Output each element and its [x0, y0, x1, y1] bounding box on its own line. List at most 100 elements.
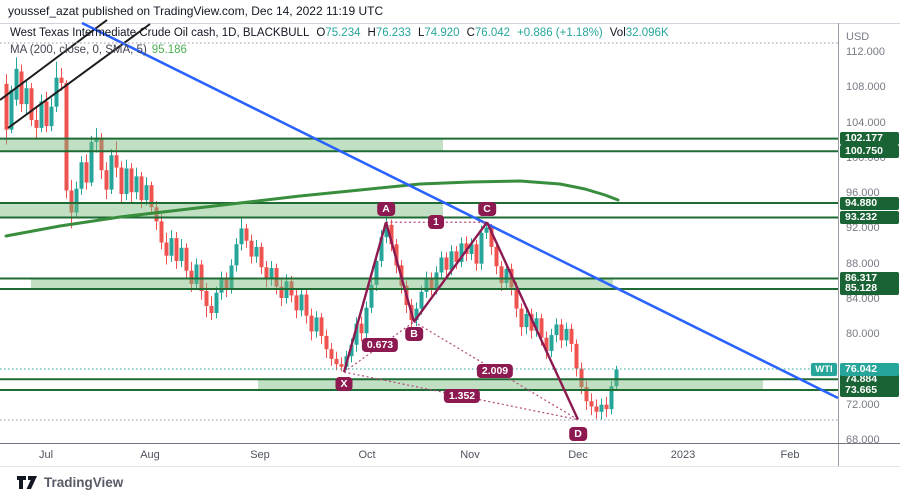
candlestick [499, 266, 504, 284]
zone-price-label: 86.317 [840, 271, 899, 285]
candlestick [379, 237, 384, 262]
pattern-leg[interactable] [384, 221, 416, 323]
candlestick [79, 162, 84, 189]
candlestick [44, 101, 49, 127]
time-axis-tick-Jul[interactable]: Jul [38, 449, 54, 461]
candlestick [554, 324, 559, 336]
candlestick [459, 243, 464, 262]
zone-price-label: 74.884 [840, 372, 899, 386]
ohlc-segment: H76.233 [367, 27, 412, 39]
candlestick [514, 287, 519, 309]
symbol-legend[interactable]: West Texas Intermediate Crude Oil cash, … [10, 27, 669, 39]
candlestick [234, 244, 239, 266]
candlestick [319, 317, 324, 336]
time-axis-tick-2023[interactable]: 2023 [670, 449, 696, 461]
pattern-point-label-D[interactable]: D [569, 426, 587, 441]
candlestick [34, 119, 39, 128]
candlestick [329, 349, 334, 359]
time-axis-tick-Oct[interactable]: Oct [358, 449, 376, 461]
tradingview-logo-icon[interactable] [16, 475, 38, 490]
candlestick [144, 185, 149, 201]
pattern-point-label-B[interactable]: B [405, 326, 423, 341]
candlestick [264, 267, 269, 280]
candlestick [224, 278, 229, 290]
price-axis-currency: USD [846, 31, 870, 43]
candlestick [479, 232, 484, 264]
candlestick [564, 328, 569, 341]
publish-info: youssef_azat published on TradingView.co… [8, 4, 384, 18]
candlestick [239, 228, 244, 245]
candlestick [39, 101, 44, 128]
candlestick [249, 240, 254, 257]
candlestick [94, 137, 99, 143]
zone-price-label: 85.128 [840, 282, 899, 296]
pattern-ratio-label[interactable]: 2.009 [476, 364, 514, 378]
candlestick [454, 251, 459, 262]
candlestick [14, 68, 19, 100]
candlestick [439, 257, 444, 273]
candlestick [414, 308, 419, 321]
candlestick [154, 207, 159, 222]
candlestick [304, 294, 309, 316]
zone-price-label: 94.880 [840, 196, 899, 210]
candlestick [214, 292, 219, 314]
candlestick [244, 228, 249, 241]
candlestick [189, 270, 194, 284]
price-axis-tick: 84.000 [846, 292, 880, 305]
pattern-ratio-label[interactable]: 1 [428, 215, 444, 229]
candlestick [534, 318, 539, 331]
time-axis-tick-Dec[interactable]: Dec [568, 449, 588, 461]
pattern-leg[interactable] [485, 221, 580, 421]
candlestick [104, 170, 109, 190]
pattern-point-label-C[interactable]: C [478, 202, 496, 217]
candlestick [314, 317, 319, 332]
candlestick [229, 265, 234, 290]
blue-downtrend-line[interactable] [81, 21, 839, 400]
candlestick [209, 305, 214, 314]
candlestick [484, 227, 489, 233]
candlestick [99, 137, 104, 171]
black-trendline[interactable] [7, 23, 151, 129]
candlestick [134, 176, 139, 193]
time-axis-border [0, 443, 900, 444]
ohlc-segment: L74.920 [418, 27, 460, 39]
pattern-point-label-X[interactable]: X [335, 377, 353, 392]
pattern-ratio-label[interactable]: 1.352 [443, 389, 481, 403]
price-axis-tick: 88.000 [846, 257, 880, 270]
candlestick [419, 291, 424, 309]
pattern-leg[interactable] [342, 221, 388, 373]
candlestick [169, 238, 174, 256]
zone-price-label: 102.177 [840, 132, 899, 146]
pattern-point-label-A[interactable]: A [377, 202, 395, 217]
ma-200-curve [4, 179, 620, 238]
candlestick [84, 162, 89, 183]
candlestick [89, 142, 94, 183]
candlestick [59, 77, 64, 83]
time-axis-tick-Aug[interactable]: Aug [140, 449, 160, 461]
pattern-ratio-label[interactable]: 0.673 [361, 338, 399, 352]
candlestick [559, 324, 564, 341]
zone-price-label: 93.232 [840, 211, 899, 225]
candlestick [204, 290, 209, 306]
volume-value: Vol32.096K [609, 27, 669, 39]
candlestick [129, 168, 134, 193]
candlestick [354, 323, 359, 345]
candlestick [219, 278, 224, 293]
price-axis-tick: 80.000 [846, 328, 880, 341]
black-trendline[interactable] [0, 19, 108, 101]
chart-top-border [0, 23, 900, 24]
ma-indicator-legend[interactable]: MA (200, close, 0, SMA, 5) 95.186 [10, 44, 187, 56]
price-axis-tick: 112.000 [846, 46, 885, 59]
candlestick [604, 404, 609, 410]
time-axis-tick-Nov[interactable]: Nov [460, 449, 480, 461]
supply-demand-zone [31, 278, 613, 289]
ma-indicator-name: MA (200, close, 0, SMA, 5) [10, 44, 147, 56]
pattern-leg[interactable] [413, 221, 488, 323]
time-axis-tick-Sep[interactable]: Sep [250, 449, 270, 461]
candlestick [269, 268, 274, 280]
candlestick [149, 185, 154, 208]
time-axis-tick-Feb[interactable]: Feb [780, 449, 800, 461]
tradingview-logo-text[interactable]: TradingView [44, 475, 124, 490]
candlestick [374, 261, 379, 285]
